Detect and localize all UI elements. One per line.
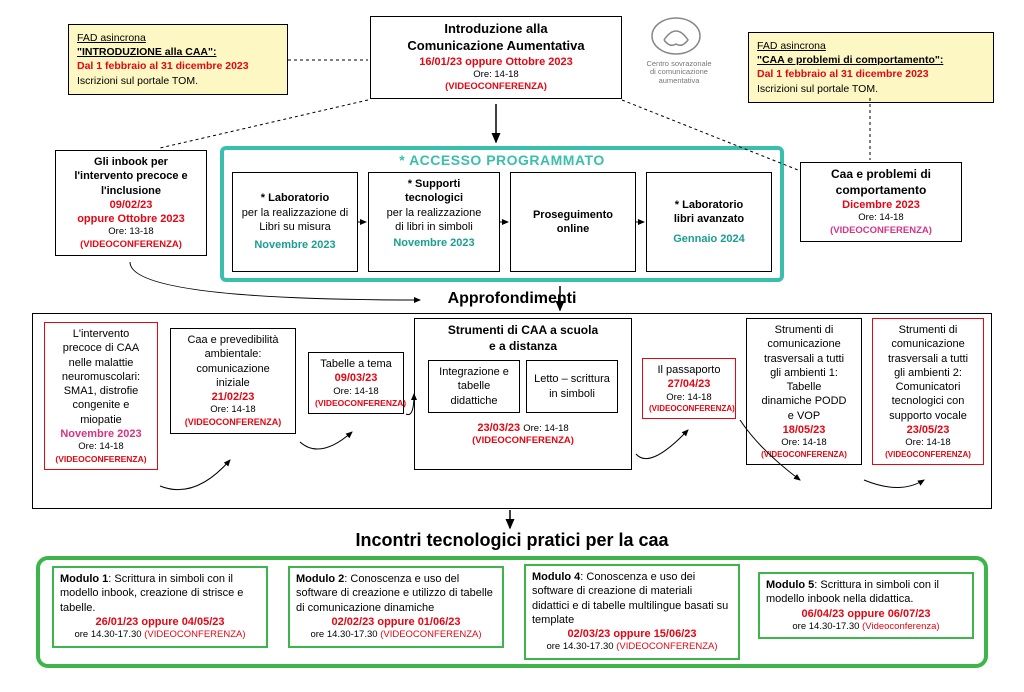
a4t1: * Laboratorio	[653, 198, 765, 212]
logo-caption: Centro sovrazonaledi comunicazioneaument…	[636, 60, 722, 85]
intro-t2: Comunicazione Aumentativa	[377, 38, 615, 55]
a1-tag: (VIDEOCONFERENZA)	[51, 454, 151, 465]
a7-box: Strumenti di comunicazione trasversali a…	[872, 318, 984, 465]
a4-tag: (VIDEOCONFERENZA)	[421, 435, 625, 447]
ib-tag: (VIDEOCONFERENZA)	[62, 239, 200, 251]
a1t2: per la realizzazione di	[239, 206, 351, 220]
a1-d: Novembre 2023	[51, 427, 151, 441]
a2-3: comunicazione	[177, 362, 289, 376]
a4d: Gennaio 2024	[653, 232, 765, 246]
approf-title: Approfondimenti	[0, 290, 1024, 308]
a4-t1: Strumenti di CAA a scuola	[421, 323, 625, 339]
incontri-title: Incontri tecnologici pratici per la caa	[0, 530, 1024, 551]
accesso-title: * ACCESSO PROGRAMMATO	[224, 152, 780, 168]
intro-date: 16/01/23 oppure Ottobre 2023	[377, 55, 615, 69]
a1-box: L'intervento precoce di CAA nelle malatt…	[44, 322, 158, 470]
intro-tag: (VIDEOCONFERENZA)	[377, 81, 615, 93]
a1-2: precoce di CAA	[51, 341, 151, 355]
a4-sub1: Integrazione e tabelle didattiche	[428, 360, 520, 413]
a4t2: libri avanzato	[653, 212, 765, 226]
a3t2: online	[517, 222, 629, 236]
cp-tag: (VIDEOCONFERENZA)	[807, 225, 955, 237]
a6-box: Strumenti di comunicazione trasversali a…	[746, 318, 862, 465]
a1t1: * Laboratorio	[239, 191, 351, 205]
fad-note-right: FAD asincrona "CAA e problemi di comport…	[748, 32, 994, 103]
acc3-box: Proseguimento online	[510, 172, 636, 272]
a5-ore: Ore: 14-18	[649, 392, 729, 404]
ib-t1: Gli inbook per	[62, 155, 200, 169]
intro-ore: Ore: 14-18	[377, 69, 615, 81]
a4-d: 23/03/23	[477, 422, 520, 434]
a1-4: neuromuscolari:	[51, 370, 151, 384]
a1-7: miopatie	[51, 413, 151, 427]
ib-t3: l'inclusione	[62, 184, 200, 198]
a1-ore: Ore: 14-18	[51, 441, 151, 453]
a2-tag: (VIDEOCONFERENZA)	[177, 417, 289, 429]
a2-4: iniziale	[177, 376, 289, 390]
a5-tag: (VIDEOCONFERENZA)	[649, 404, 729, 414]
a1-6: congenite e	[51, 398, 151, 412]
m1-box: Modulo 1: Scrittura in simboli con il mo…	[52, 566, 268, 648]
a1-5: SMA1, distrofie	[51, 384, 151, 398]
cp-t2: comportamento	[807, 183, 955, 199]
nr-l4: Iscrizioni sul portale TOM.	[757, 83, 878, 95]
ib-t2: l'intervento precoce e	[62, 169, 200, 183]
ib-d2: oppure Ottobre 2023	[62, 212, 200, 226]
a2-box: Caa e prevedibilità ambientale: comunica…	[170, 328, 296, 434]
nr-l3: Dal 1 febbraio al 31 dicembre 2023	[757, 68, 929, 80]
cp-d: Dicembre 2023	[807, 198, 955, 212]
a2-2: ambientale:	[177, 347, 289, 361]
ib-d1: 09/02/23	[62, 198, 200, 212]
note-l4: Iscrizioni sul portale TOM.	[77, 75, 198, 87]
a5-d: 27/04/23	[649, 377, 729, 391]
acc4-box: * Laboratorio libri avanzato Gennaio 202…	[646, 172, 772, 272]
a1d: Novembre 2023	[239, 238, 351, 252]
acc1-box: * Laboratorio per la realizzazione di Li…	[232, 172, 358, 272]
nr-l2: "CAA e problemi di comportamento":	[757, 54, 943, 66]
note-l1: FAD asincrona	[77, 32, 146, 44]
a2-d: 21/02/23	[177, 390, 289, 404]
ib-ore: Ore: 13-18	[62, 226, 200, 238]
m4-box: Modulo 4: Conoscenza e uso dei software …	[524, 564, 740, 660]
a3-tag: (VIDEOCONFERENZA)	[315, 398, 397, 409]
note-l2: "INTRODUZIONE alla CAA":	[77, 46, 216, 58]
a1-1: L'intervento	[51, 327, 151, 341]
a2t4: di libri in simboli	[375, 220, 493, 234]
a3-t: Tabelle a tema	[315, 357, 397, 371]
a4-box: Strumenti di CAA a scuola e a distanza I…	[414, 318, 632, 470]
a4-ore: Ore: 14-18	[523, 423, 568, 434]
fad-note-left: FAD asincrona "INTRODUZIONE alla CAA": D…	[68, 24, 288, 95]
a1-3: nelle malattie	[51, 356, 151, 370]
nr-l1: FAD asincrona	[757, 40, 826, 52]
a3-box: Tabelle a tema 09/03/23 Ore: 14-18 (VIDE…	[308, 352, 404, 414]
a5-t: Il passaporto	[649, 363, 729, 377]
note-l3: Dal 1 febbraio al 31 dicembre 2023	[77, 60, 249, 72]
a2t1: * Supporti	[375, 177, 493, 191]
intro-t1: Introduzione alla	[377, 21, 615, 38]
a2-ore: Ore: 14-18	[177, 404, 289, 416]
a4-sub2: Letto – scrittura in simboli	[526, 360, 618, 413]
m5-box: Modulo 5: Scrittura in simboli con il mo…	[758, 572, 974, 639]
logo-icon	[648, 14, 704, 58]
a3-ore: Ore: 14-18	[315, 386, 397, 398]
a2t2: tecnologici	[375, 191, 493, 205]
m2-box: Modulo 2: Conoscenza e uso del software …	[288, 566, 504, 648]
a5-box: Il passaporto 27/04/23 Ore: 14-18 (VIDEO…	[642, 358, 736, 419]
inbook-box: Gli inbook per l'intervento precoce e l'…	[55, 150, 207, 256]
a2t3: per la realizzazione	[375, 206, 493, 220]
cp-t1: Caa e problemi di	[807, 167, 955, 183]
acc2-box: * Supporti tecnologici per la realizzazi…	[368, 172, 500, 272]
cp-ore: Ore: 14-18	[807, 212, 955, 224]
intro-box: Introduzione alla Comunicazione Aumentat…	[370, 16, 622, 99]
a4-t2: e a distanza	[421, 339, 625, 355]
a1t3: Libri su misura	[239, 220, 351, 234]
a3-d: 09/03/23	[315, 371, 397, 385]
a3t1: Proseguimento	[517, 208, 629, 222]
a2d: Novembre 2023	[375, 236, 493, 250]
comport-box: Caa e problemi di comportamento Dicembre…	[800, 162, 962, 242]
a2-1: Caa e prevedibilità	[177, 333, 289, 347]
